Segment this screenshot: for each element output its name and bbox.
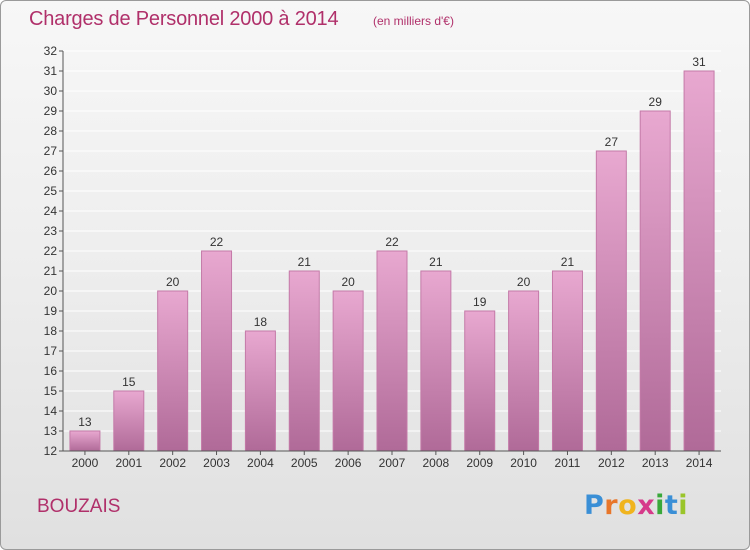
bar — [639, 110, 671, 452]
y-tick-label: 30 — [44, 84, 58, 98]
x-tick-label: 2003 — [203, 456, 230, 470]
y-tick-label: 23 — [44, 224, 58, 238]
y-tick-label: 26 — [44, 164, 58, 178]
y-tick-label: 32 — [44, 44, 58, 58]
data-label: 21 — [429, 255, 443, 269]
logo-letter: i — [678, 490, 689, 521]
x-tick-label: 2013 — [642, 456, 669, 470]
data-label: 31 — [692, 55, 706, 69]
y-tick-label: 12 — [44, 444, 58, 458]
bar — [464, 310, 496, 452]
data-label: 13 — [78, 415, 92, 429]
logo-letter: r — [604, 490, 619, 521]
x-tick-label: 2010 — [510, 456, 537, 470]
data-label: 20 — [166, 275, 180, 289]
logo-letter: o — [618, 490, 638, 521]
y-tick-label: 18 — [44, 324, 58, 338]
value-labels: 13 15 20 22 18 21 20 22 21 19 20 21 27 29 31 — [78, 55, 706, 429]
axes: 12 13 14 15 16 17 18 19 20 21 22 23 24 25 26 27 28 29 30 31… — [44, 44, 721, 470]
bar — [683, 70, 715, 452]
y-tick-label: 15 — [44, 384, 58, 398]
chart-title: Charges de Personnel 2000 à 2014 — [29, 8, 339, 30]
y-tick-label: 16 — [44, 364, 58, 378]
data-label: 20 — [517, 275, 531, 289]
bar — [376, 250, 408, 452]
data-label: 15 — [122, 375, 136, 389]
bar — [69, 430, 101, 452]
y-tick-label: 21 — [44, 264, 58, 278]
bar — [244, 330, 276, 452]
data-label: 18 — [254, 315, 268, 329]
bar — [201, 250, 233, 452]
bar — [551, 270, 583, 452]
y-tick-label: 19 — [44, 304, 58, 318]
y-tick-label: 24 — [44, 204, 58, 218]
y-tick-label: 29 — [44, 104, 58, 118]
x-tick-label: 2002 — [159, 456, 186, 470]
data-label: 19 — [473, 295, 487, 309]
x-tick-label: 2009 — [466, 456, 493, 470]
y-tick-label: 25 — [44, 184, 58, 198]
y-tick-label: 28 — [44, 124, 58, 138]
bar — [332, 290, 364, 452]
town-name: BOUZAIS — [37, 496, 121, 517]
logo-letter: t — [664, 490, 679, 521]
x-tick-label: 2005 — [291, 456, 318, 470]
logo-letter: P — [584, 490, 605, 521]
y-tick-label: 20 — [44, 284, 58, 298]
proxiti-logo: Proxiti — [584, 490, 688, 521]
bar — [113, 390, 145, 452]
y-tick-label: 22 — [44, 244, 58, 258]
x-tick-label: 2001 — [115, 456, 142, 470]
x-tick-label: 2008 — [423, 456, 450, 470]
data-label: 22 — [210, 235, 224, 249]
y-tick-label: 17 — [44, 344, 58, 358]
x-tick-label: 2004 — [247, 456, 274, 470]
x-tick-label: 2012 — [598, 456, 625, 470]
y-tick-label: 13 — [44, 424, 58, 438]
y-tick-label: 14 — [44, 404, 58, 418]
x-tick-label: 2011 — [555, 456, 581, 470]
data-label: 22 — [385, 235, 399, 249]
bars — [69, 70, 715, 452]
chart-subtitle: (en milliers d'€) — [373, 14, 454, 28]
data-label: 21 — [298, 255, 312, 269]
x-tick-label: 2006 — [335, 456, 362, 470]
data-label: 21 — [561, 255, 575, 269]
logo-letter: x — [637, 490, 656, 521]
x-tick-label: 2000 — [72, 456, 99, 470]
x-tick-label: 2014 — [686, 456, 713, 470]
data-label: 20 — [341, 275, 355, 289]
data-label: 27 — [605, 135, 619, 149]
x-tick-label: 2007 — [379, 456, 406, 470]
bar — [420, 270, 452, 452]
logo-letter: i — [655, 490, 665, 521]
bar — [157, 290, 189, 452]
bar — [508, 290, 540, 452]
y-tick-label: 31 — [44, 64, 58, 78]
y-tick-label: 27 — [44, 144, 58, 158]
bar — [288, 270, 320, 452]
data-label: 29 — [649, 95, 663, 109]
bar — [595, 150, 627, 452]
